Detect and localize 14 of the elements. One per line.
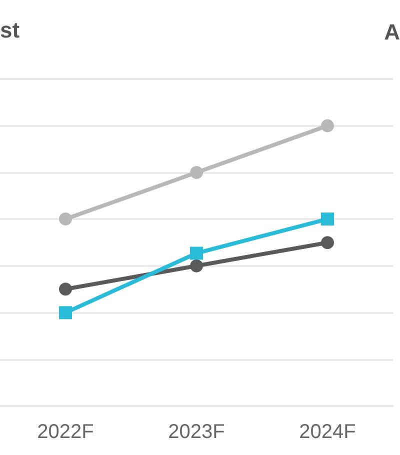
point xyxy=(59,306,72,320)
x-tick-label: 2022F xyxy=(37,421,94,443)
x-tick-label: 2024F xyxy=(299,421,356,443)
point xyxy=(190,246,203,260)
point xyxy=(59,282,72,296)
point xyxy=(190,166,203,180)
point xyxy=(190,259,203,272)
x-tick-label: 2023F xyxy=(168,421,225,443)
text: A xyxy=(384,20,400,44)
point xyxy=(59,212,72,226)
chart-title: st xyxy=(0,18,20,42)
point xyxy=(321,212,334,226)
point xyxy=(321,119,334,132)
point xyxy=(321,236,334,250)
